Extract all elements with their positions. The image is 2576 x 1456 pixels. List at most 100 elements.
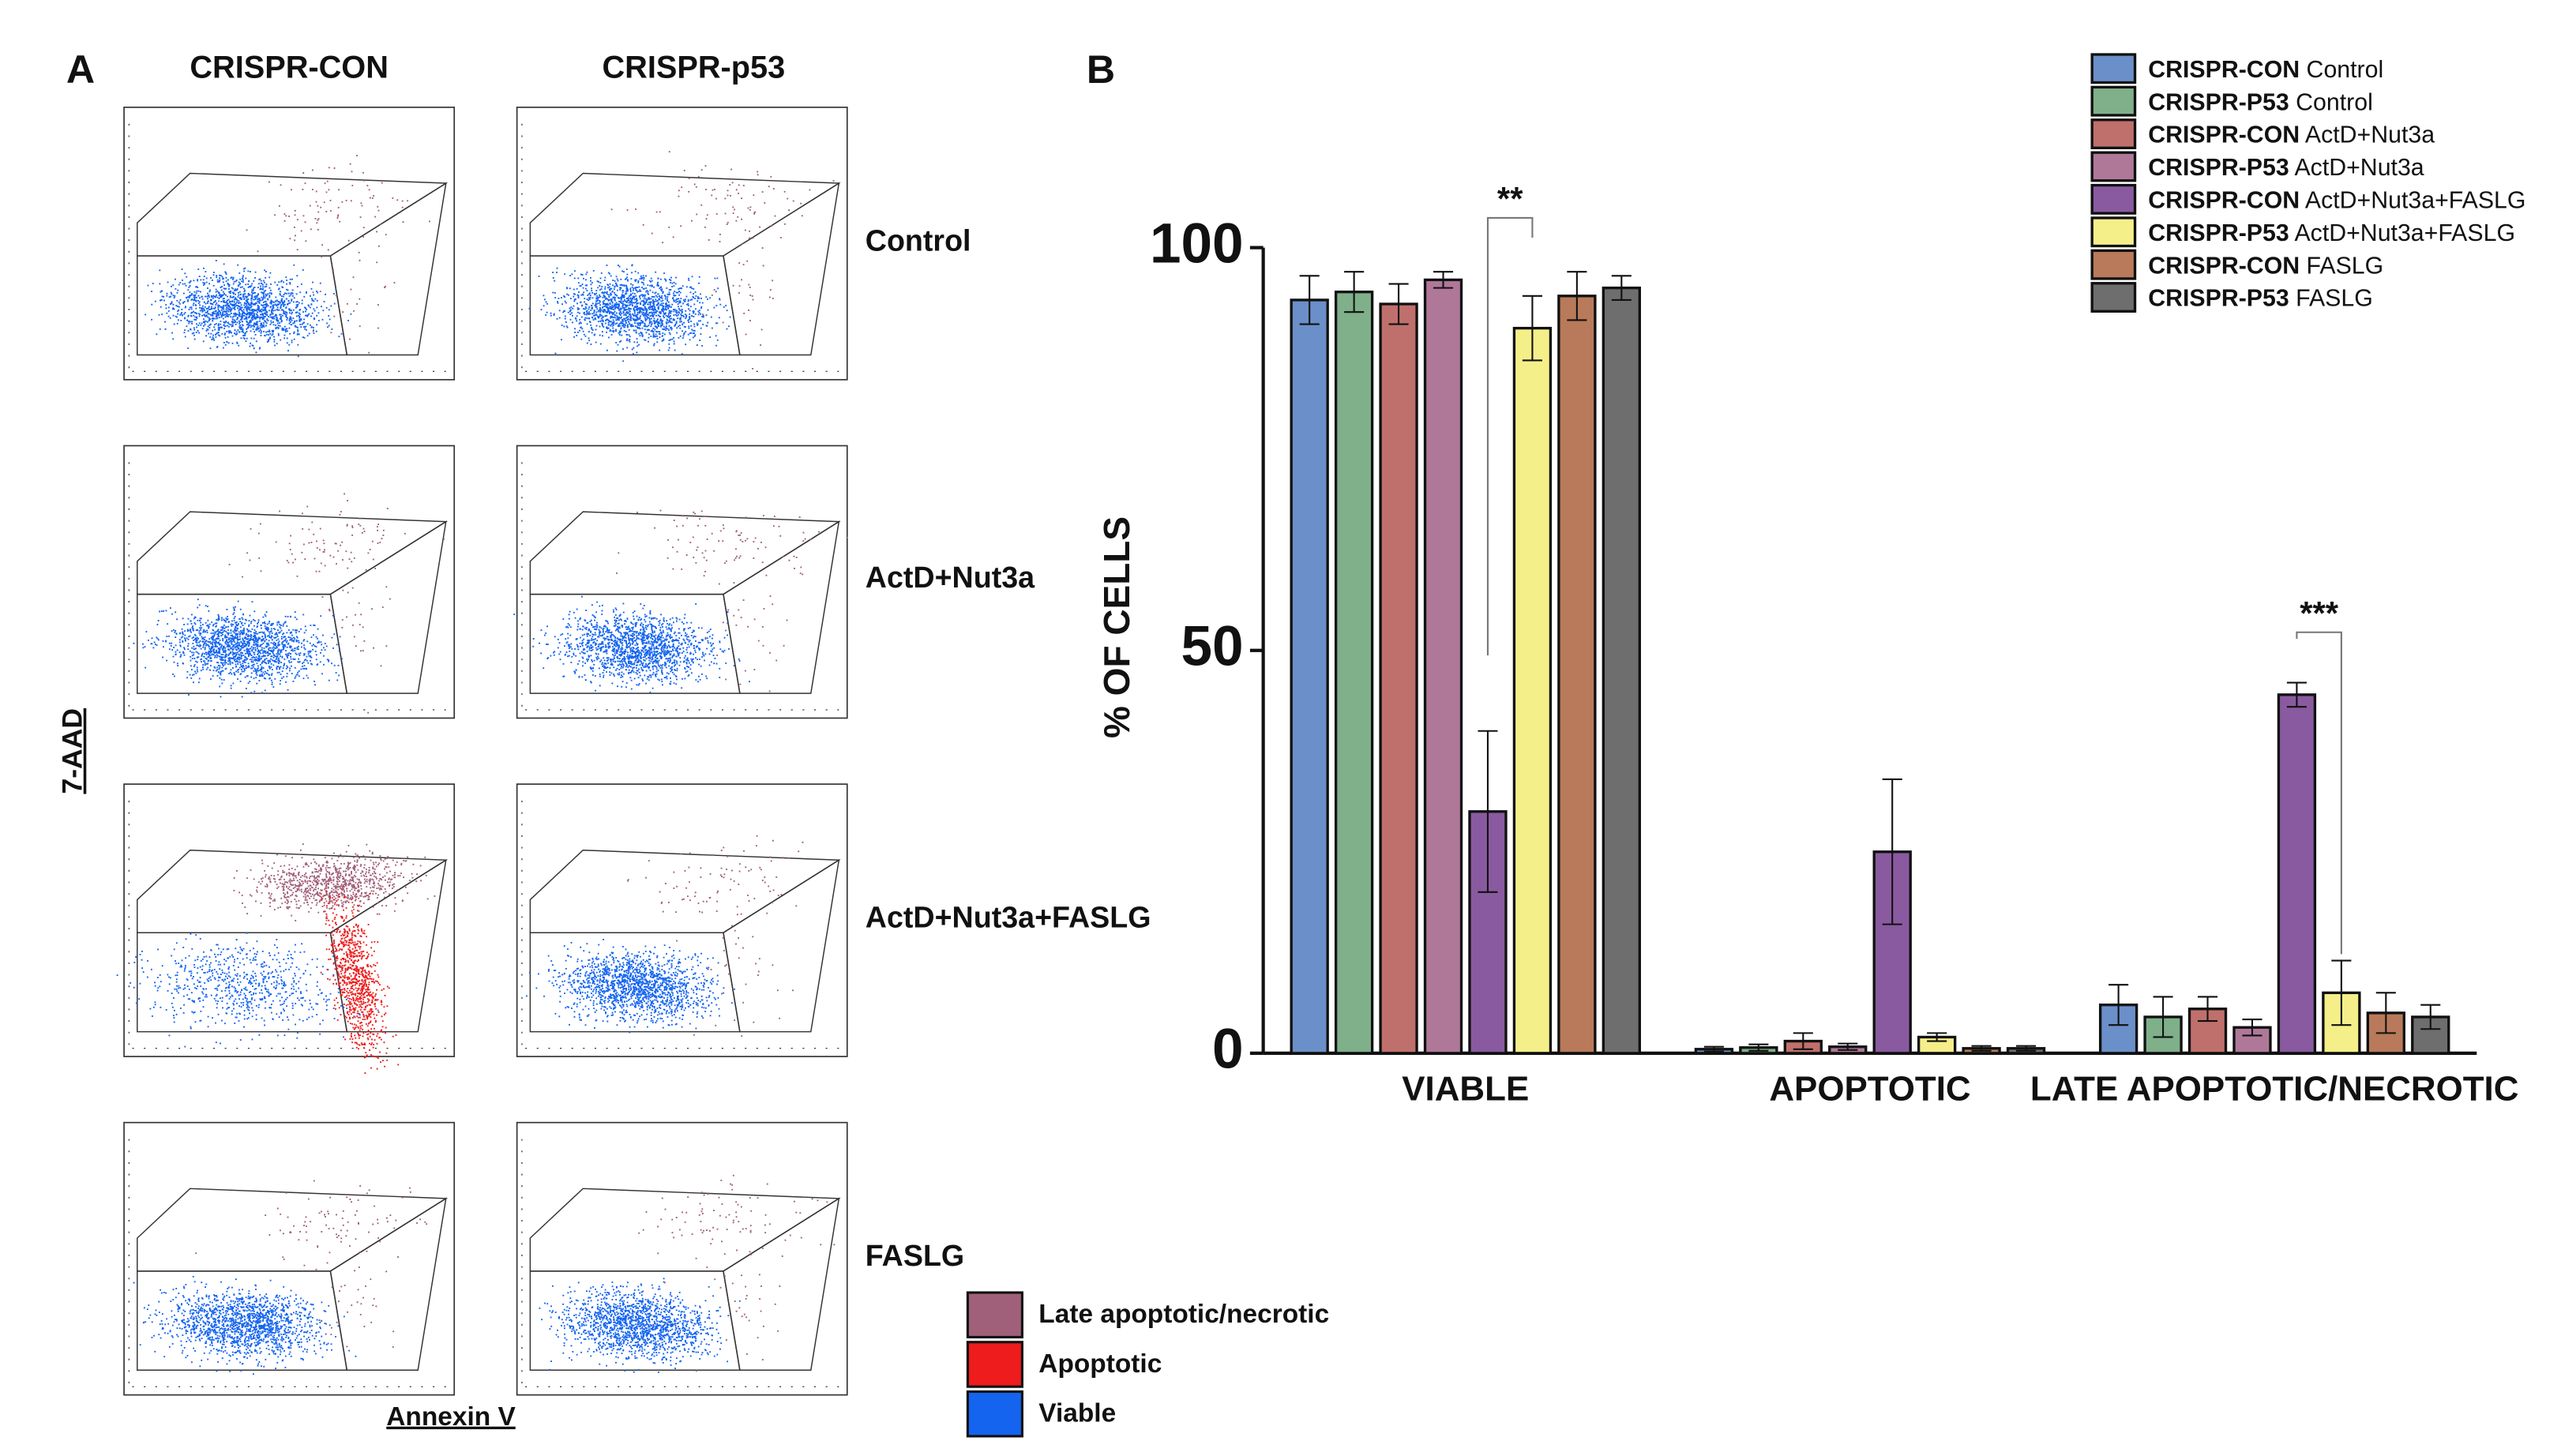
error-bar bbox=[1388, 283, 1409, 325]
significance-label: ** bbox=[1497, 180, 1523, 217]
plot-frame bbox=[516, 783, 848, 1057]
error-bar bbox=[1971, 1045, 1992, 1052]
error-bar bbox=[1344, 271, 1365, 313]
significance-label: *** bbox=[2300, 595, 2339, 632]
legend-swatch bbox=[2090, 53, 2137, 84]
legend-swatch bbox=[2090, 85, 2137, 117]
bar bbox=[1468, 810, 1508, 1055]
bar bbox=[1334, 291, 1374, 1055]
error-bar bbox=[1748, 1043, 1769, 1052]
dot-cloud bbox=[513, 595, 750, 693]
legend-label: Apoptotic bbox=[1038, 1349, 1162, 1379]
plot-frame bbox=[123, 1121, 456, 1396]
row-label: ActD+Nut3a bbox=[866, 561, 1035, 594]
legend-swatch bbox=[966, 1390, 1023, 1438]
plot-frame bbox=[123, 783, 456, 1057]
dot-cloud bbox=[525, 938, 736, 1034]
error-bar bbox=[1927, 1032, 1947, 1042]
error-bar bbox=[1703, 1045, 1724, 1053]
row-label: Control bbox=[866, 223, 971, 257]
legend-label: CRISPR-P53 ActD+Nut3a+FASLG bbox=[2148, 220, 2515, 246]
legend-label: CRISPR-CON ActD+Nut3a+FASLG bbox=[2148, 187, 2525, 213]
gate bbox=[137, 1270, 348, 1372]
gate bbox=[137, 593, 348, 694]
plot-frame bbox=[516, 1121, 848, 1396]
plot-frame bbox=[516, 107, 848, 381]
y-axis-label: % OF CELLS bbox=[1096, 516, 1137, 738]
dot-cloud bbox=[133, 1275, 357, 1375]
x-tick-label: VIABLE bbox=[1402, 1070, 1529, 1109]
panel-label: A bbox=[66, 47, 95, 92]
bar bbox=[1379, 302, 1418, 1055]
error-bar bbox=[2197, 996, 2218, 1023]
legend-label: CRISPR-CON Control bbox=[2148, 57, 2383, 83]
legend-swatch bbox=[2090, 249, 2137, 280]
plot-frame bbox=[123, 445, 456, 719]
dot-cloud bbox=[116, 932, 379, 1048]
y-axis-label: 7-AAD bbox=[57, 708, 88, 794]
legend-label: Viable bbox=[1038, 1399, 1116, 1428]
error-bar bbox=[1433, 271, 1454, 289]
gate bbox=[137, 255, 348, 356]
legend-swatch bbox=[2090, 118, 2137, 149]
legend-swatch bbox=[2090, 151, 2137, 182]
x-tick-label: APOPTOTIC bbox=[1769, 1070, 1970, 1109]
bar bbox=[1423, 278, 1463, 1055]
error-bar bbox=[2286, 681, 2307, 708]
legend-label: CRISPR-P53 ActD+Nut3a bbox=[2148, 155, 2424, 181]
error-bar bbox=[1299, 275, 1320, 325]
gate bbox=[137, 932, 348, 1033]
column-header: CRISPR-p53 bbox=[602, 50, 785, 84]
panel-label: B bbox=[1087, 47, 1115, 92]
gate bbox=[529, 593, 741, 694]
row-label: FASLG bbox=[866, 1239, 964, 1272]
legend-swatch bbox=[2090, 282, 2137, 313]
legend-swatch bbox=[2090, 216, 2137, 248]
x-axis-label: Annexin V bbox=[386, 1402, 516, 1432]
error-bar bbox=[2016, 1045, 2037, 1052]
error-bar bbox=[1522, 295, 1542, 362]
gate bbox=[529, 932, 741, 1033]
error-bar bbox=[1611, 275, 1632, 301]
y-tick-label: 0 bbox=[1212, 1019, 1244, 1081]
gate bbox=[529, 255, 741, 356]
plot-frame bbox=[516, 445, 848, 719]
column-header: CRISPR-CON bbox=[190, 50, 389, 84]
error-bar bbox=[1882, 778, 1902, 925]
error-bar bbox=[1838, 1042, 1858, 1051]
legend-label: CRISPR-CON ActD+Nut3a bbox=[2148, 122, 2435, 148]
dot-cloud bbox=[539, 1278, 741, 1373]
bar bbox=[1512, 326, 1553, 1055]
legend-label: CRISPR-P53 FASLG bbox=[2148, 286, 2373, 312]
significance-bracket bbox=[2296, 631, 2342, 955]
legend-label: CRISPR-CON FASLG bbox=[2148, 253, 2383, 279]
dot-cloud bbox=[528, 264, 731, 362]
error-bar bbox=[2242, 1018, 2262, 1037]
x-tick-label: LATE APOPTOTIC/NECROTIC bbox=[2030, 1070, 2519, 1109]
error-bar bbox=[2108, 984, 2129, 1026]
dot-cloud bbox=[145, 260, 352, 358]
legend-swatch bbox=[2090, 183, 2137, 215]
error-bar bbox=[1793, 1032, 1813, 1050]
error-bar bbox=[1478, 730, 1498, 893]
y-tick-label: 100 bbox=[1150, 212, 1244, 275]
bar bbox=[1290, 298, 1329, 1055]
bar bbox=[1557, 295, 1597, 1055]
error-bar bbox=[2331, 959, 2352, 1026]
dot-cloud bbox=[133, 599, 343, 698]
row-label: ActD+Nut3a+FASLG bbox=[866, 900, 1151, 933]
legend-label: Late apoptotic/necrotic bbox=[1038, 1300, 1329, 1329]
significance-bracket bbox=[1486, 216, 1534, 656]
error-bar bbox=[1567, 271, 1587, 321]
error-bar bbox=[2375, 992, 2396, 1034]
legend-label: CRISPR-P53 Control bbox=[2148, 89, 2373, 115]
legend-swatch bbox=[966, 1341, 1023, 1388]
gate bbox=[529, 1270, 741, 1372]
error-bar bbox=[2153, 996, 2173, 1038]
error-bar bbox=[2420, 1004, 2441, 1030]
y-tick-label: 50 bbox=[1181, 616, 1243, 678]
bar bbox=[2277, 693, 2317, 1055]
legend-swatch bbox=[966, 1291, 1023, 1339]
